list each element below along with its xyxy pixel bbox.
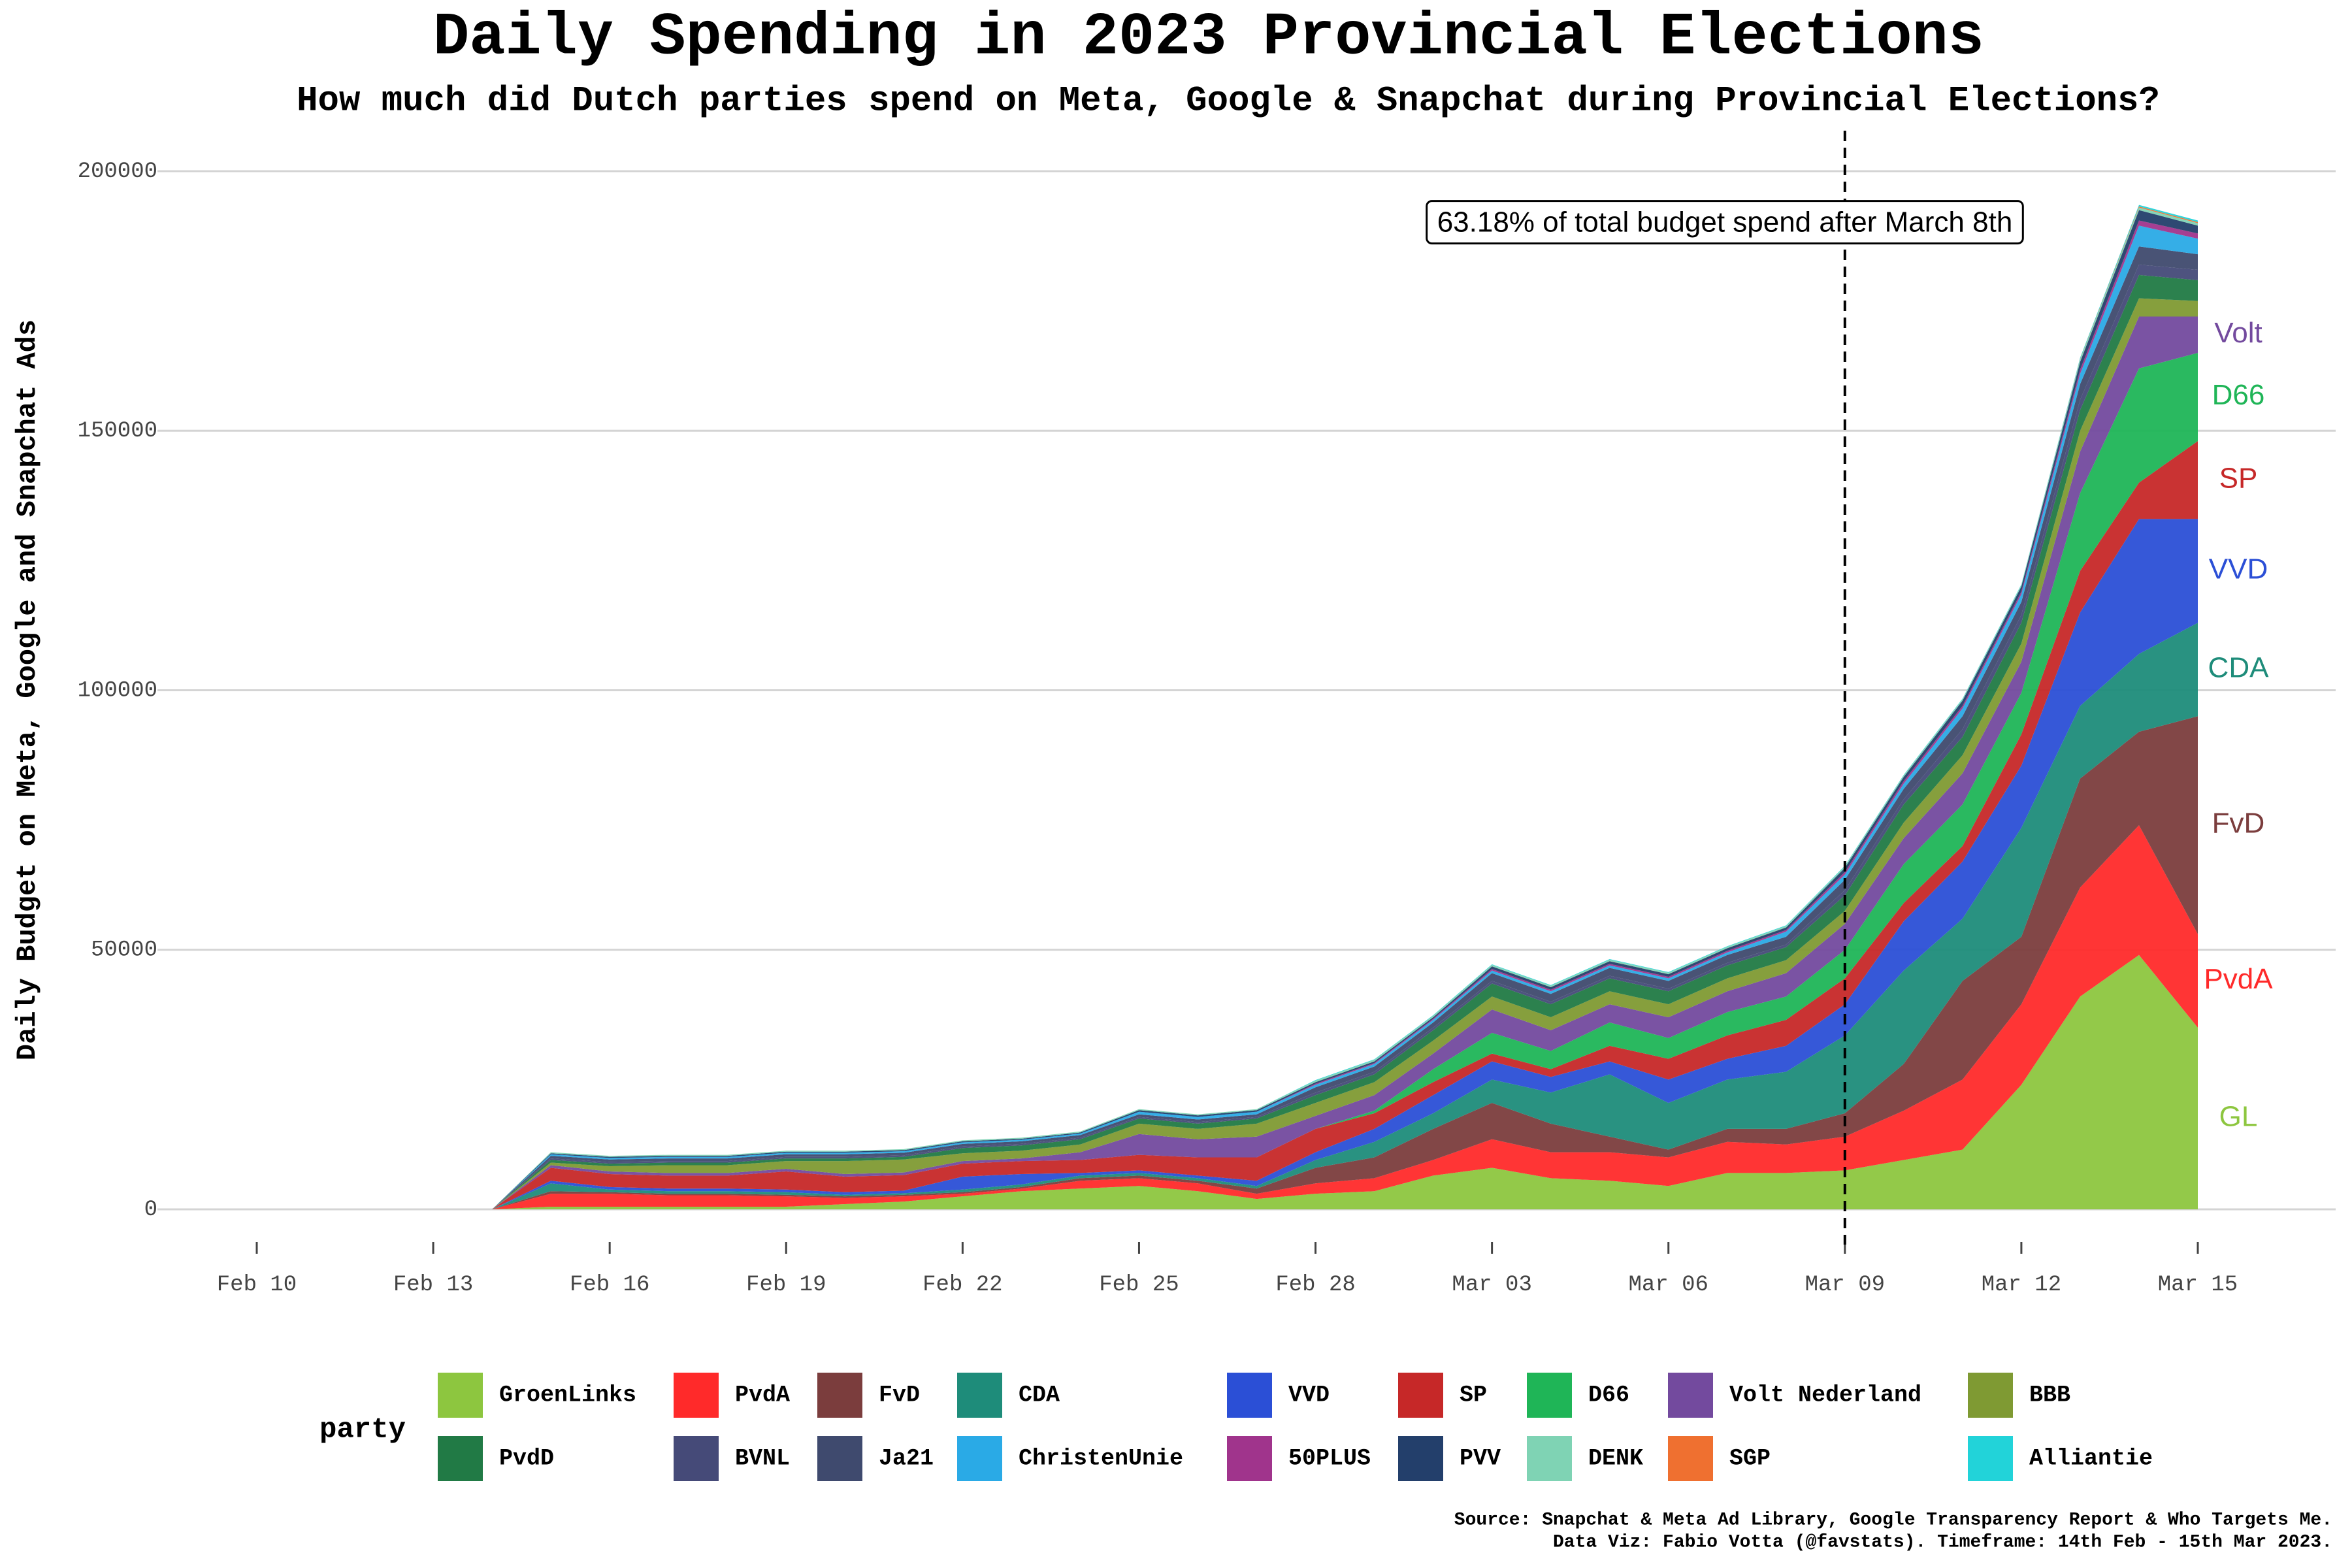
- legend-swatch: [438, 1373, 483, 1418]
- legend-swatch: [1398, 1436, 1443, 1481]
- legend-label: PvdD: [499, 1445, 554, 1471]
- x-tick-label: Feb 10: [217, 1273, 297, 1298]
- legend-swatch: [674, 1373, 719, 1418]
- legend-swatch: [817, 1436, 862, 1481]
- y-axis-label: Daily Budget on Meta, Google and Snapcha…: [12, 319, 43, 1060]
- source-line: Data Viz: Fabio Votta (@favstats). Timef…: [1553, 1532, 2332, 1552]
- x-tick-label: Mar 15: [2158, 1273, 2238, 1298]
- legend-swatch: [1968, 1373, 2013, 1418]
- legend-swatch: [957, 1373, 1002, 1418]
- legend-label: 50PLUS: [1288, 1445, 1371, 1471]
- legend-swatch: [1968, 1436, 2013, 1481]
- legend-label: GroenLinks: [499, 1382, 636, 1408]
- x-tick-label: Feb 28: [1275, 1273, 1355, 1298]
- legend-swatch: [1398, 1373, 1443, 1418]
- legend-label: BVNL: [735, 1445, 790, 1471]
- end-label: GL: [2219, 1101, 2258, 1133]
- annotation-box: [1426, 200, 2024, 245]
- x-tick-label: Mar 12: [1982, 1273, 2061, 1298]
- legend-swatch: [1527, 1373, 1572, 1418]
- y-tick-label: 200000: [78, 159, 157, 184]
- end-label: VVD: [2209, 553, 2268, 585]
- y-tick-label: 50000: [91, 938, 157, 963]
- area: [257, 246, 2198, 1209]
- x-tick-label: Mar 09: [1805, 1273, 1885, 1298]
- legend-label: BBB: [2029, 1382, 2070, 1408]
- x-tick-label: Feb 22: [923, 1273, 1002, 1298]
- legend-label: VVD: [1288, 1382, 1330, 1408]
- legend-swatch: [1668, 1373, 1713, 1418]
- legend-swatch: [438, 1436, 483, 1481]
- legend-swatch: [1527, 1436, 1572, 1481]
- chart-title: Daily Spending in 2023 Provincial Electi…: [433, 3, 1984, 71]
- legend-label: SGP: [1729, 1445, 1771, 1471]
- legend-label: PvdA: [735, 1382, 790, 1408]
- legend-title: party: [319, 1414, 406, 1446]
- end-label: D66: [2212, 379, 2265, 411]
- x-tick-label: Mar 03: [1452, 1273, 1531, 1298]
- legend-label: Alliantie: [2029, 1445, 2153, 1471]
- x-tick-label: Feb 13: [393, 1273, 473, 1298]
- legend-swatch: [1668, 1436, 1713, 1481]
- source-line: Source: Snapchat & Meta Ad Library, Goog…: [1454, 1510, 2332, 1530]
- area: [257, 274, 2198, 1209]
- y-tick-label: 0: [144, 1198, 157, 1222]
- annotation: 63.18% of total budget spend after March…: [1426, 200, 2024, 245]
- chart-subtitle: How much did Dutch parties spend on Meta…: [297, 81, 2160, 121]
- end-label: Volt: [2214, 317, 2262, 349]
- x-tick-label: Feb 25: [1099, 1273, 1179, 1298]
- legend-label: Ja21: [879, 1445, 934, 1471]
- legend-label: ChristenUnie: [1019, 1445, 1183, 1471]
- area: [257, 955, 2198, 1209]
- y-tick-label: 100000: [78, 678, 157, 703]
- legend-swatch: [957, 1436, 1002, 1481]
- legend-label: PVV: [1460, 1445, 1501, 1471]
- legend-label: D66: [1588, 1382, 1629, 1408]
- legend-label: DENK: [1588, 1445, 1643, 1471]
- legend-label: Volt Nederland: [1729, 1382, 1921, 1408]
- x-tick-label: Mar 06: [1629, 1273, 1708, 1298]
- end-label: SP: [2219, 462, 2258, 494]
- x-tick-label: Feb 16: [570, 1273, 649, 1298]
- y-tick-label: 150000: [78, 419, 157, 444]
- end-label: FvD: [2212, 808, 2265, 840]
- legend-label: SP: [1460, 1382, 1487, 1408]
- x-tick-label: Feb 19: [746, 1273, 826, 1298]
- legend-swatch: [1227, 1373, 1272, 1418]
- legend-label: CDA: [1019, 1382, 1060, 1408]
- legend-label: FvD: [879, 1382, 920, 1408]
- annotation-text: 63.18% of total budget spend after March…: [1437, 206, 2013, 238]
- end-label: CDA: [2208, 651, 2270, 683]
- legend-swatch: [817, 1373, 862, 1418]
- end-label: PvdA: [2204, 963, 2273, 995]
- legend-swatch: [674, 1436, 719, 1481]
- legend-swatch: [1227, 1436, 1272, 1481]
